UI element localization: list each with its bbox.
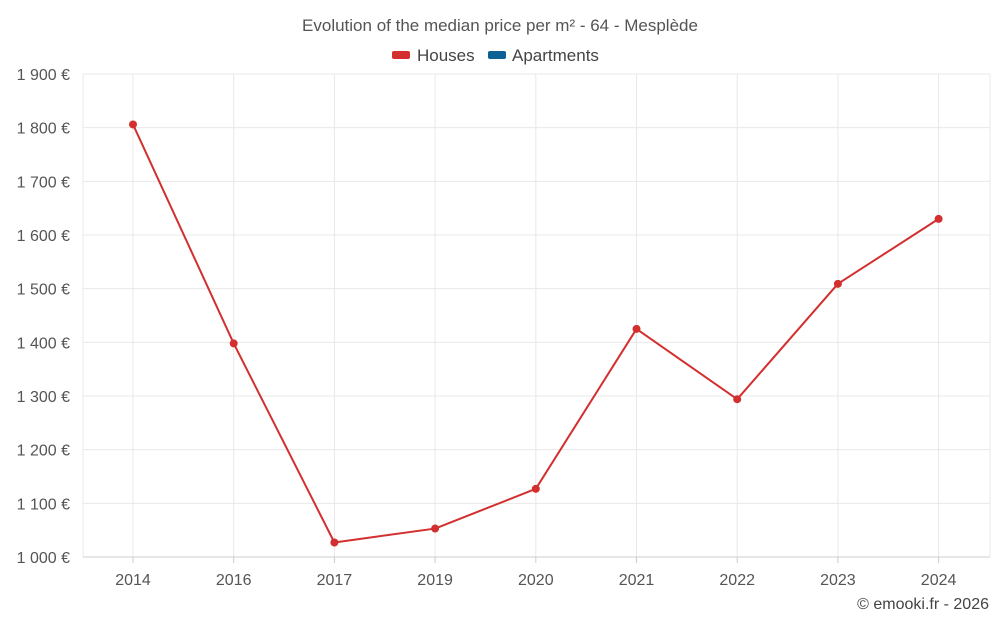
x-tick-label: 2017 (317, 572, 353, 589)
legend-label-houses: Houses (417, 46, 475, 65)
data-point-houses-2021[interactable] (632, 324, 641, 333)
legend-item-houses[interactable]: Houses (392, 46, 475, 65)
x-tick-label: 2024 (921, 572, 957, 589)
x-tick-label: 2022 (719, 572, 755, 589)
series-houses (129, 120, 943, 547)
data-point-houses-2023[interactable] (833, 279, 842, 288)
grid (82, 73, 991, 558)
credit-text: © emooki.fr - 2026 (857, 596, 989, 613)
y-tick-label: 1 100 € (17, 496, 70, 513)
x-tick-label: 2014 (115, 572, 151, 589)
y-tick-label: 1 500 € (17, 282, 70, 299)
y-tick-label: 1 200 € (17, 443, 70, 460)
chart-title: Evolution of the median price per m² - 6… (302, 16, 698, 35)
y-tick-label: 1 700 € (17, 174, 70, 191)
legend-label-apartments: Apartments (512, 46, 599, 65)
data-point-houses-2019[interactable] (431, 524, 440, 533)
data-point-houses-2024[interactable] (934, 214, 943, 223)
legend-swatch-houses (392, 51, 410, 59)
data-point-houses-2016[interactable] (229, 339, 238, 348)
legend-item-apartments[interactable]: Apartments (488, 46, 599, 65)
x-tick-label: 2023 (820, 572, 856, 589)
legend-swatch-apartments (488, 51, 506, 59)
x-tick-label: 2019 (417, 572, 453, 589)
y-tick-label: 1 300 € (17, 389, 70, 406)
x-tick-label: 2016 (216, 572, 252, 589)
y-tick-label: 1 600 € (17, 228, 70, 245)
axes (83, 556, 990, 563)
data-point-houses-2020[interactable] (531, 484, 540, 493)
x-tick-label: 2020 (518, 572, 554, 589)
data-point-houses-2022[interactable] (733, 395, 742, 404)
x-axis-ticks: 2014 2016 2017 2019 2020 2021 2022 2023 2024 (115, 572, 956, 589)
data-point-houses-2017[interactable] (330, 538, 339, 547)
legend: Houses Apartments (392, 46, 599, 65)
data-point-houses-2014[interactable] (129, 120, 137, 129)
y-tick-label: 1 800 € (17, 121, 70, 138)
y-tick-label: 1 900 € (17, 67, 70, 84)
y-axis-ticks: 1 000 € 1 100 € 1 200 € 1 300 € 1 400 € 1 500… (17, 67, 70, 567)
y-tick-label: 1 400 € (17, 335, 70, 352)
x-tick-label: 2021 (619, 572, 655, 589)
y-tick-label: 1 000 € (17, 550, 70, 567)
